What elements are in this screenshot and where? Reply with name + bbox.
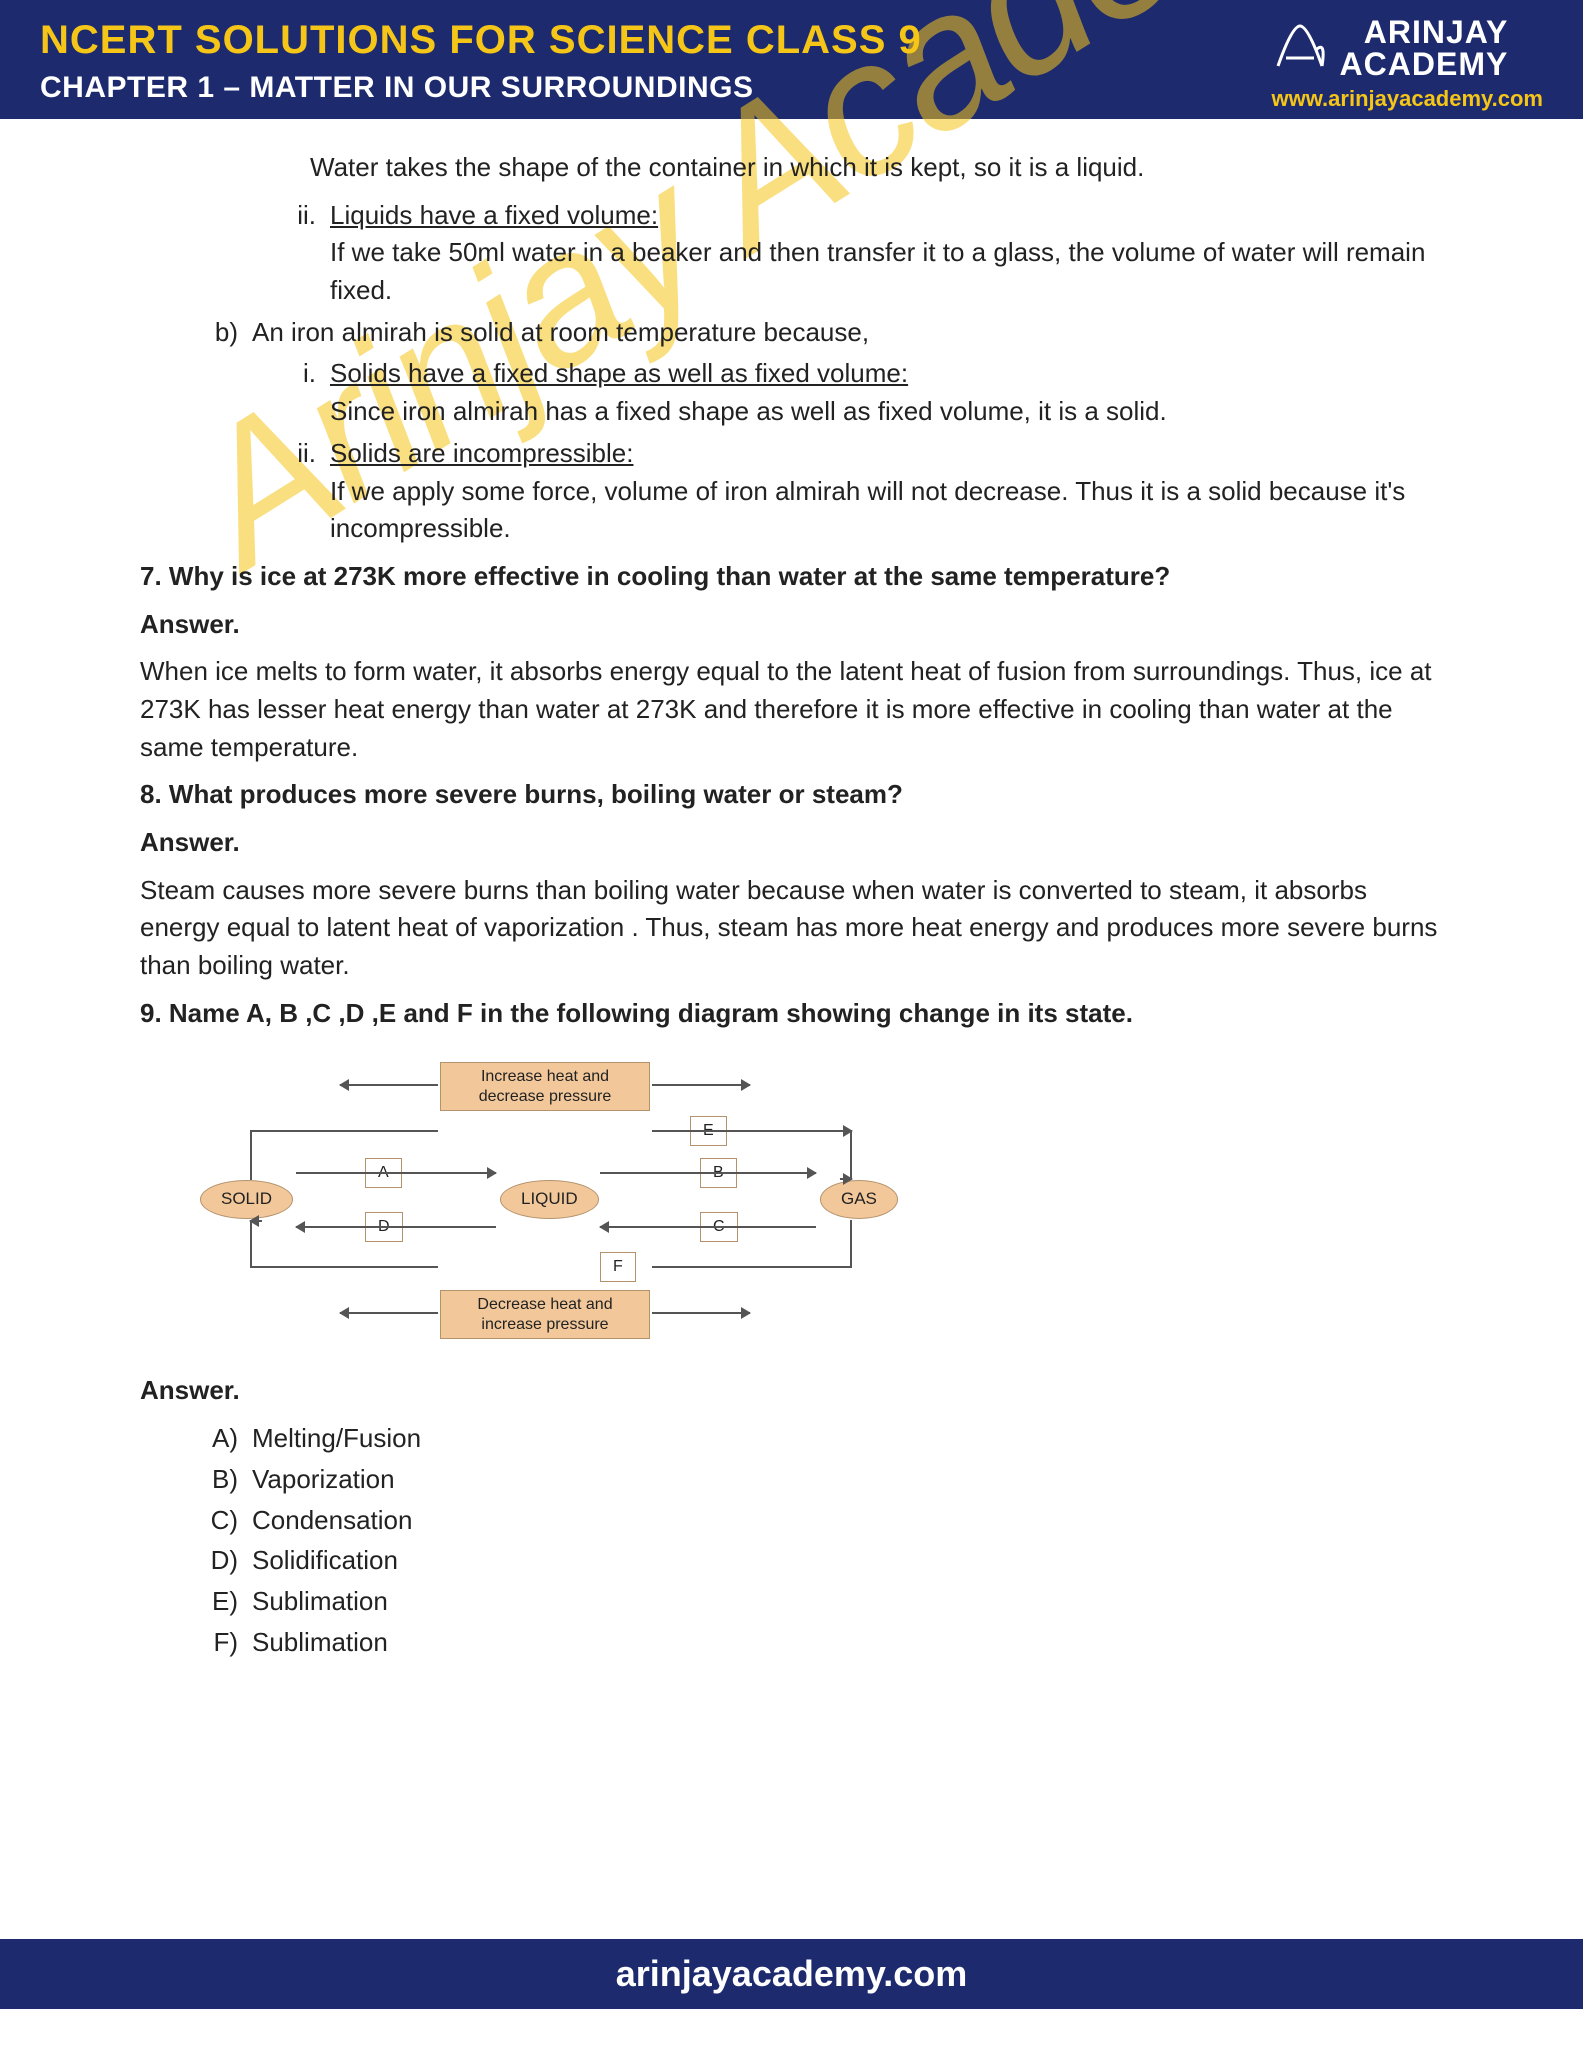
list-marker: ii. [270,197,330,310]
point-body: If we take 50ml water in a beaker and th… [330,237,1425,305]
diagram-top-box: Increase heat anddecrease pressure [440,1062,650,1110]
brand-block: ARINJAY ACADEMY www.arinjayacademy.com [1272,16,1543,112]
answer-label: Answer. [140,824,1443,862]
arrow-icon [250,1220,262,1222]
answer-text: Vaporization [252,1461,1443,1499]
list-item: E)Sublimation [200,1583,1443,1621]
arrow-icon [250,1130,252,1180]
list-marker: b) [200,314,252,352]
diagram-state-solid: SOLID [200,1180,293,1219]
list-item: B)Vaporization [200,1461,1443,1499]
answer-9-list: A)Melting/Fusion B)Vaporization C)Conden… [140,1420,1443,1661]
answer-text: Sublimation [252,1624,1443,1662]
diagram-bottom-box: Decrease heat andincrease pressure [440,1290,650,1338]
brand-logo-icon [1272,20,1328,76]
list-item: D)Solidification [200,1542,1443,1580]
answer-label: Answer. [140,1372,1443,1410]
list-marker: ii. [270,435,330,548]
list-item: C)Condensation [200,1502,1443,1540]
point-title: Solids are incompressible: [330,438,633,468]
point-body: An iron almirah is solid at room tempera… [252,314,1443,352]
arrow-icon [840,1178,852,1180]
list-item: ii. Liquids have a fixed volume: If we t… [140,197,1443,310]
answer-7-body: When ice melts to form water, it absorbs… [140,653,1443,766]
arrow-icon [340,1084,438,1086]
arrow-icon [250,1130,438,1132]
list-marker: B) [200,1461,252,1499]
arrow-icon [296,1226,496,1228]
list-marker: D) [200,1542,252,1580]
arrow-icon [652,1312,750,1314]
arrow-icon [600,1172,816,1174]
diagram-label-f: F [600,1252,636,1281]
page-header: NCERT SOLUTIONS FOR SCIENCE CLASS 9 CHAP… [0,0,1583,119]
page-content: Arinjay Academy Water takes the shape of… [0,119,1583,1939]
question-9: 9. Name A, B ,C ,D ,E and F in the follo… [140,995,1443,1033]
answer-text: Sublimation [252,1583,1443,1621]
answer-text: Melting/Fusion [252,1420,1443,1458]
list-marker: C) [200,1502,252,1540]
answer-label: Answer. [140,606,1443,644]
list-marker: i. [270,355,330,430]
brand-url: www.arinjayacademy.com [1272,86,1543,112]
point-title: Solids have a fixed shape as well as fix… [330,358,908,388]
list-item: ii. Solids are incompressible: If we app… [140,435,1443,548]
list-marker: E) [200,1583,252,1621]
arrow-icon [652,1130,852,1132]
list-marker: A) [200,1420,252,1458]
brand-line2: ACADEMY [1340,48,1509,80]
diagram-state-gas: GAS [820,1180,898,1219]
point-body: Since iron almirah has a fixed shape as … [330,396,1167,426]
arrow-icon [850,1220,852,1266]
list-item: i. Solids have a fixed shape as well as … [140,355,1443,430]
list-marker: F) [200,1624,252,1662]
intro-line1: Water takes the shape of the container i… [140,149,1443,187]
question-7: 7. Why is ice at 273K more effective in … [140,558,1443,596]
arrow-icon [652,1084,750,1086]
answer-8-body: Steam causes more severe burns than boil… [140,872,1443,985]
list-item: b) An iron almirah is solid at room temp… [140,314,1443,352]
arrow-icon [250,1220,252,1268]
arrow-icon [250,1266,438,1268]
point-title: Liquids have a fixed volume: [330,200,658,230]
question-8: 8. What produces more severe burns, boil… [140,776,1443,814]
arrow-icon [600,1226,816,1228]
answer-text: Condensation [252,1502,1443,1540]
point-body: If we apply some force, volume of iron a… [330,476,1405,544]
brand-line1: ARINJAY [1340,16,1509,48]
list-item: F)Sublimation [200,1624,1443,1662]
arrow-icon [652,1266,852,1268]
arrow-icon [340,1312,438,1314]
arrow-icon [296,1172,496,1174]
answer-text: Solidification [252,1542,1443,1580]
state-change-diagram: Increase heat anddecrease pressure Decre… [140,1042,1443,1362]
diagram-state-liquid: LIQUID [500,1180,599,1219]
list-item: A)Melting/Fusion [200,1420,1443,1458]
page-footer: arinjayacademy.com [0,1939,1583,2009]
